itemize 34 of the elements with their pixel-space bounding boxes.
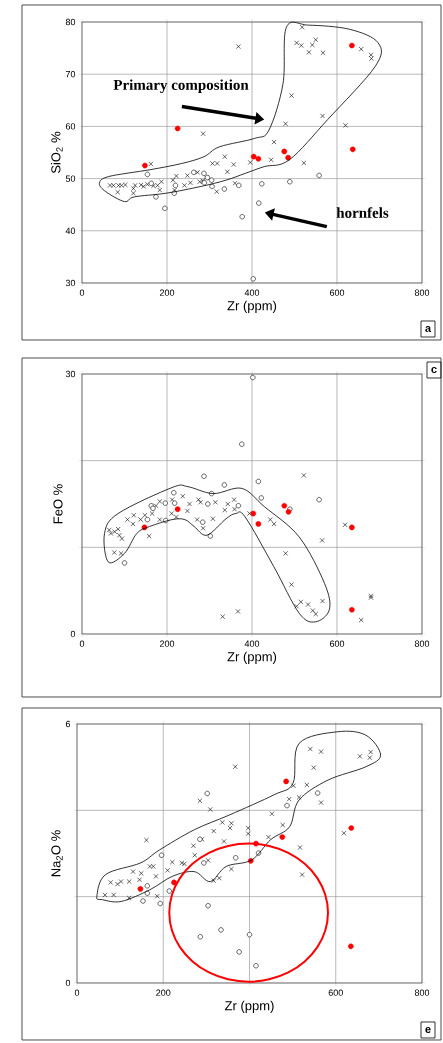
y-tick-label: 50	[65, 175, 76, 182]
x-tick-label: 0	[79, 640, 85, 647]
x-tick-label: 600	[329, 289, 345, 296]
x-tick-label: 0	[79, 289, 85, 296]
annotation: hornfels	[336, 207, 389, 218]
y-tick-label: 80	[65, 18, 76, 26]
x-tick-label: 400	[244, 289, 260, 296]
y-tick-label: 70	[65, 71, 76, 78]
x-tick-label: 600	[329, 640, 345, 647]
y-tick-label: 30	[65, 370, 76, 378]
x-axis-title: Zr (ppm)	[227, 651, 277, 664]
y-tick-label: 60	[65, 123, 76, 130]
y-tick-label: 30	[65, 279, 76, 287]
x-tick-label: 800	[414, 989, 430, 996]
text: e	[425, 1026, 431, 1033]
x-tick-label: 200	[159, 640, 175, 647]
x-axis-title: Zr (ppm)	[227, 300, 277, 313]
x-tick-label: 400	[244, 640, 260, 647]
y-axis-title: SiO$_{2}$ %	[50, 131, 63, 174]
x-tick-label: 200	[156, 989, 171, 996]
text: a	[425, 325, 432, 333]
annotation: Primary composition	[113, 79, 249, 94]
x-tick-label: 200	[159, 289, 175, 296]
y-tick-label: 6	[65, 720, 71, 728]
x-tick-label: 600	[328, 989, 343, 996]
x-tick-label: 800	[414, 640, 430, 647]
y-axis-title: Na$_{2}$O %	[51, 830, 63, 877]
x-axis-title: Zr (ppm)	[224, 1000, 274, 1013]
x-tick-label: 800	[414, 289, 430, 296]
y-axis-title: FeO %	[53, 484, 63, 524]
text: c	[431, 366, 437, 374]
y-tick-label: 0	[70, 630, 76, 638]
y-tick-label: 40	[65, 227, 76, 234]
y-tick-label: 0	[65, 979, 71, 987]
